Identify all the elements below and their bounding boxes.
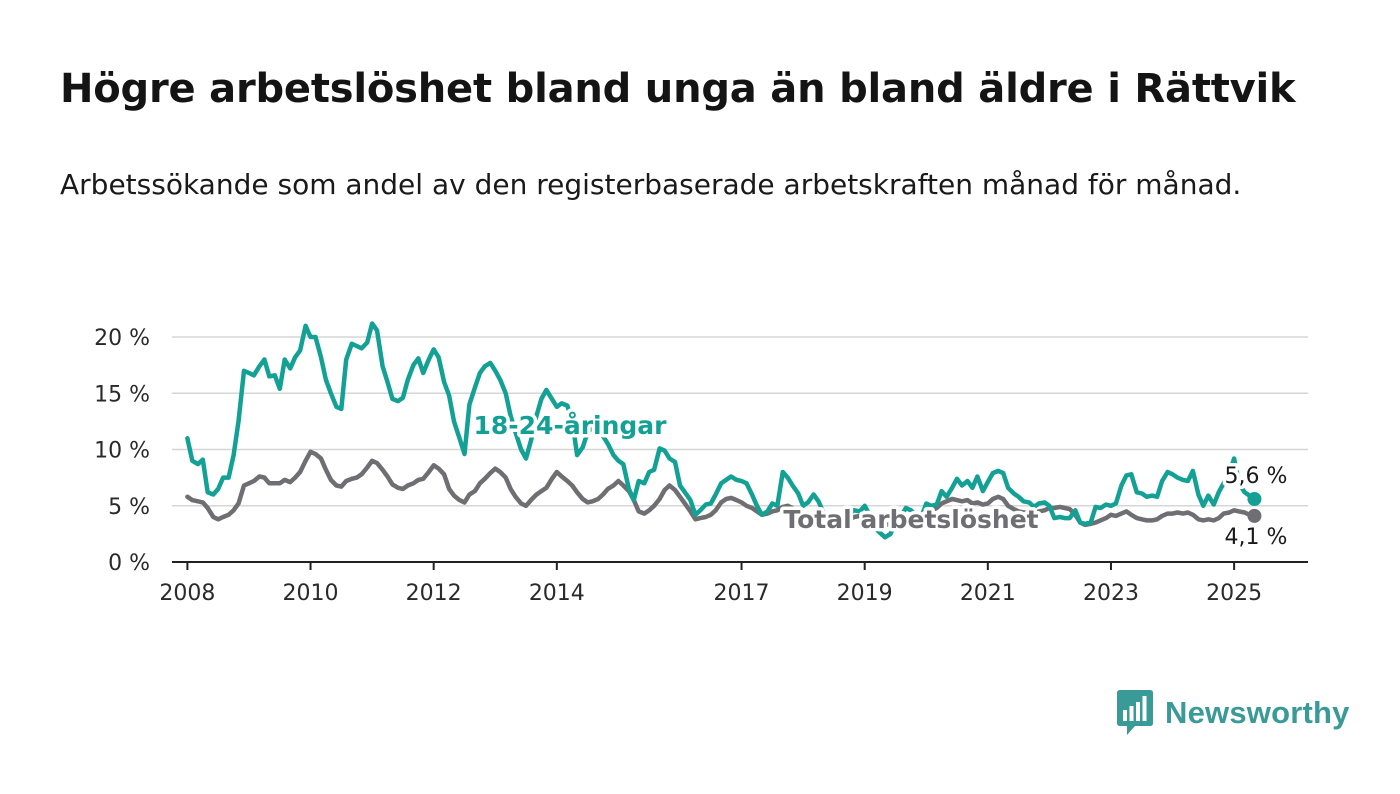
x-tick-label: 2014 (529, 581, 585, 606)
chart-title: Högre arbetslöshet bland unga än bland ä… (60, 66, 1296, 112)
series-name-label-halo: Total arbetslöshet (783, 505, 1038, 534)
y-tick-label: 5 % (108, 495, 150, 520)
end-value-label-halo: 4,1 % (1225, 525, 1288, 550)
gridlines (172, 336, 1308, 507)
newsworthy-logo[interactable]: Newsworthy (1117, 690, 1350, 736)
x-tick-label: 2010 (283, 581, 339, 606)
chart-subtitle: Arbetssökande som andel av den registerb… (60, 168, 1242, 201)
y-tick-label: 15 % (94, 382, 150, 407)
x-tick-label: 2019 (837, 581, 893, 606)
x-tick-label: 2021 (960, 581, 1016, 606)
x-tick-label: 2017 (714, 581, 770, 606)
y-axis-ticks: 0 % 5 % 10 % 15 % 20 % (94, 326, 150, 576)
y-tick-label: 0 % (108, 551, 150, 576)
y-tick-label: 20 % (94, 326, 150, 351)
x-axis-ticks: 2008 2010 2012 2014 2017 2019 2021 2023 2025 (159, 562, 1262, 606)
bar-chart-icon (1117, 690, 1153, 735)
series-name-label: 18-24-åringar (474, 411, 668, 440)
end-value-label-halo: 5,6 % (1225, 464, 1288, 489)
brand-name: Newsworthy (1165, 695, 1350, 730)
y-tick-label: 10 % (94, 439, 150, 464)
series-lines (185, 321, 1262, 540)
series-name-label: Total arbetslöshet (783, 505, 1038, 534)
series-name-label-halo: 18-24-åringar (474, 411, 668, 440)
series-end-dot (1247, 508, 1262, 523)
x-tick-label: 2023 (1083, 581, 1139, 606)
end-value-label: 4,1 % (1225, 525, 1288, 550)
series-line (185, 321, 1257, 540)
x-tick-label: 2025 (1206, 581, 1262, 606)
end-value-label: 5,6 % (1225, 464, 1288, 489)
x-tick-label: 2012 (406, 581, 462, 606)
x-tick-label: 2008 (159, 581, 215, 606)
series-end-dot (1247, 492, 1262, 506)
